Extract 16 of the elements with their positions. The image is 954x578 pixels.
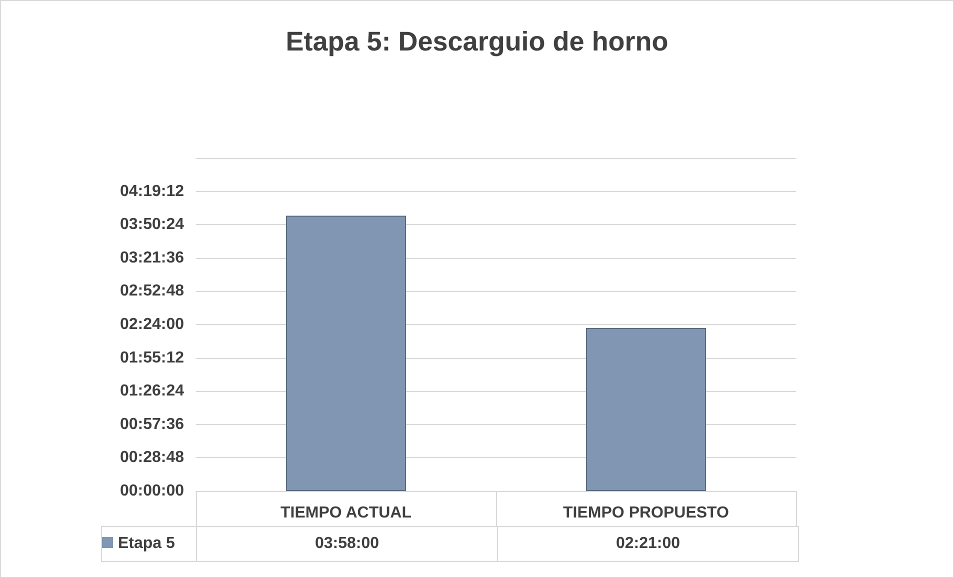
- x-tick-label: TIEMPO ACTUAL: [280, 504, 412, 522]
- y-tick-label: 02:52:48: [120, 282, 184, 300]
- data-label: 02:21:00: [498, 526, 798, 562]
- data-label: 03:58:00: [196, 526, 498, 562]
- y-tick-label: 00:57:36: [120, 416, 184, 433]
- y-tick-label: 03:21:36: [120, 249, 184, 266]
- y-tick-label: 04:19:12: [120, 182, 184, 200]
- x-tick-label: TIEMPO PROPUESTO: [563, 504, 729, 522]
- y-tick-label: 01:26:24: [120, 382, 184, 400]
- y-tick-label: 00:28:48: [120, 449, 184, 466]
- y-tick-label: 03:50:24: [120, 216, 184, 234]
- y-tick-label: 02:24:00: [120, 316, 184, 333]
- chart-title: Etapa 5: Descarguio de horno: [286, 26, 668, 56]
- y-tick-label: 00:00:00: [120, 482, 184, 500]
- legend-label: Etapa 5: [102, 526, 196, 562]
- y-tick-label: 01:55:12: [120, 349, 184, 366]
